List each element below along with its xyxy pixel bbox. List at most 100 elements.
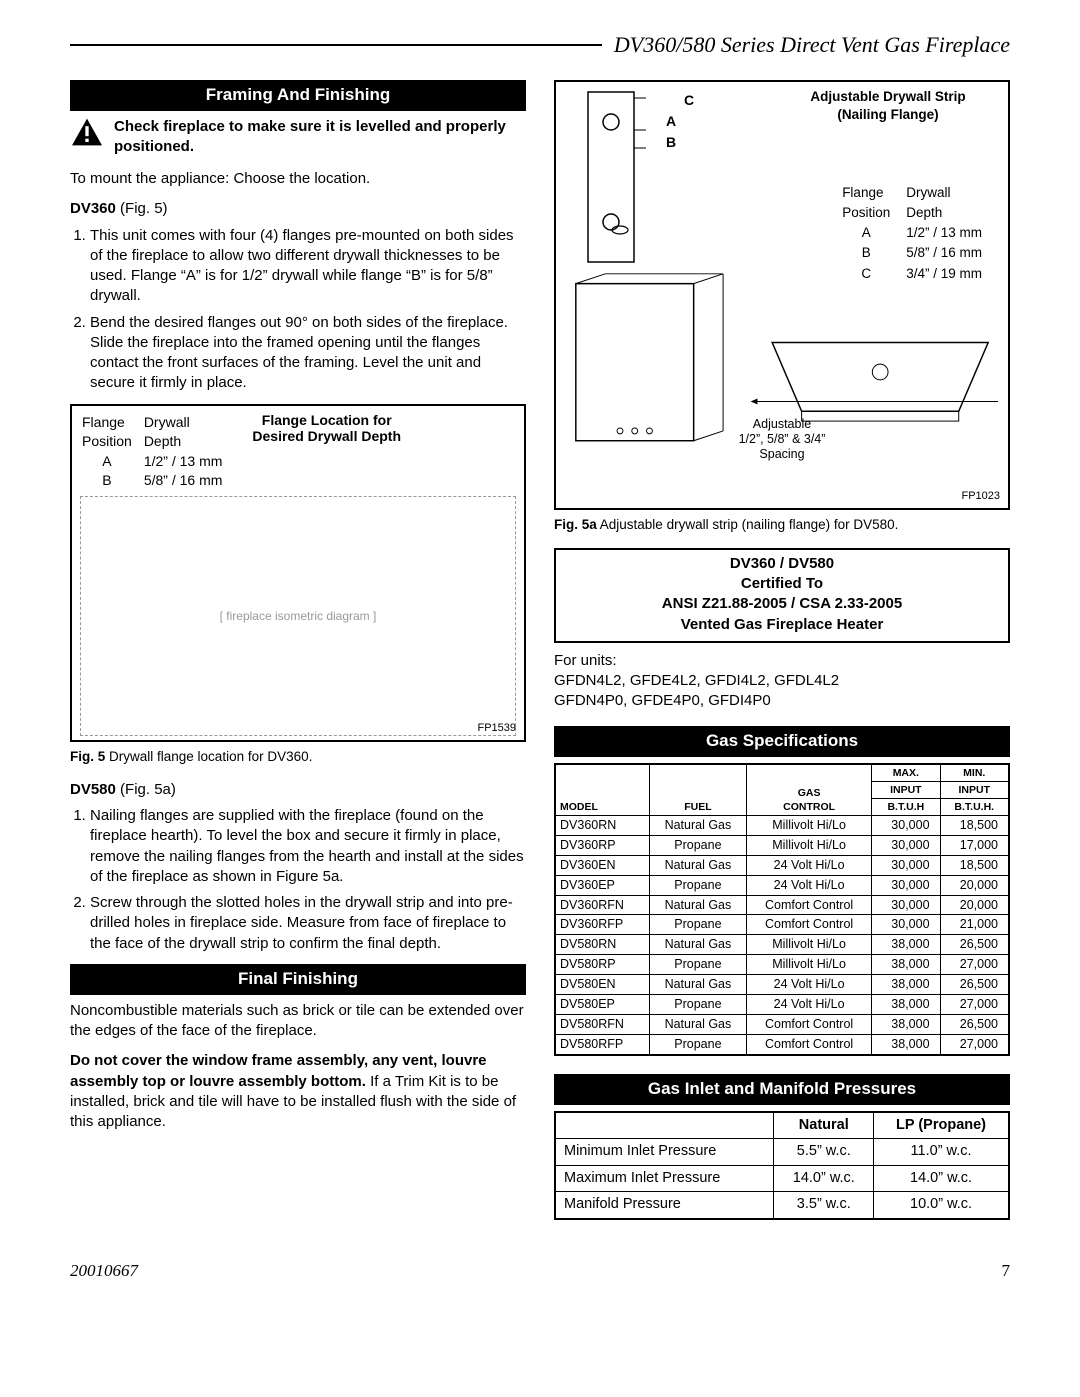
- flange-title: Flange Location for Desired Drywall Dept…: [252, 412, 401, 446]
- section-inlet-header: Gas Inlet and Manifold Pressures: [554, 1074, 1010, 1105]
- for-units-2: GFDN4P0, GFDE4P0, GFDI4P0: [554, 691, 1010, 711]
- doc-number: 20010667: [70, 1260, 138, 1283]
- section-framing-header: Framing And Finishing: [70, 80, 526, 111]
- fr-r2c2: 5/8” / 16 mm: [906, 244, 996, 262]
- dv360-steps: This unit comes with four (4) flanges pr…: [70, 226, 526, 394]
- spec-fuel: Propane: [649, 835, 746, 855]
- fig5-box: FlangeDrywall PositionDepth A1/2” / 13 m…: [70, 404, 526, 742]
- spec-model: DV580RFN: [556, 1014, 650, 1034]
- spec-model: DV580RP: [556, 955, 650, 975]
- spec-min: 20,000: [940, 875, 1008, 895]
- spec-min: 20,000: [940, 895, 1008, 915]
- spec-min: 26,500: [940, 975, 1008, 995]
- fl-r1c2: 1/2” / 13 mm: [144, 453, 233, 471]
- spec-row: DV580RFPPropaneComfort Control38,00027,0…: [556, 1034, 1009, 1054]
- spec-max: 38,000: [872, 955, 940, 975]
- spec-control: 24 Volt Hi/Lo: [747, 994, 872, 1014]
- for-units-block: For units: GFDN4L2, GFDE4L2, GFDI4L2, GF…: [554, 651, 1010, 712]
- spec-max: 30,000: [872, 816, 940, 836]
- label-b: B: [666, 132, 676, 153]
- fl-r1c1: A: [82, 453, 142, 471]
- spec-min: 26,500: [940, 1014, 1008, 1034]
- ph-lp: LP (Propane): [874, 1112, 1009, 1139]
- spec-row: DV360RNNatural GasMillivolt Hi/Lo30,0001…: [556, 816, 1009, 836]
- fig5a-cap-t: Adjustable drywall strip (nailing flange…: [597, 517, 899, 532]
- press-row: Maximum Inlet Pressure14.0” w.c.14.0” w.…: [555, 1165, 1009, 1192]
- spec-control: 24 Volt Hi/Lo: [747, 875, 872, 895]
- spec-min: 26,500: [940, 935, 1008, 955]
- fr-h4: Depth: [906, 204, 996, 222]
- spec-max: 30,000: [872, 895, 940, 915]
- certification-box: DV360 / DV580 Certified To ANSI Z21.88-2…: [554, 548, 1010, 643]
- spec-row: DV580RNNatural GasMillivolt Hi/Lo38,0002…: [556, 935, 1009, 955]
- spec-row: DV360EPPropane24 Volt Hi/Lo30,00020,000: [556, 875, 1009, 895]
- spec-max: 38,000: [872, 975, 940, 995]
- spec-max: 38,000: [872, 994, 940, 1014]
- dv580-step-2: Screw through the slotted holes in the d…: [90, 893, 526, 954]
- fig5-cap-t: Drywall flange location for DV360.: [105, 749, 312, 764]
- press-row: Minimum Inlet Pressure5.5” w.c.11.0” w.c…: [555, 1139, 1009, 1166]
- spec-model: DV580EP: [556, 994, 650, 1014]
- ph-blank: [555, 1112, 774, 1139]
- page-footer: 20010667 7: [70, 1260, 1010, 1283]
- spec-control: Millivolt Hi/Lo: [747, 955, 872, 975]
- cert-l3: ANSI Z21.88-2005 / CSA 2.33-2005: [556, 594, 1008, 614]
- adj-strip-title: Adjustable Drywall Strip (Nailing Flange…: [778, 88, 998, 124]
- spec-fuel: Propane: [649, 994, 746, 1014]
- spec-fuel: Natural Gas: [649, 975, 746, 995]
- final-p2: Do not cover the window frame assembly, …: [70, 1051, 526, 1132]
- spec-control: Comfort Control: [747, 1014, 872, 1034]
- dv360-label: DV360: [70, 200, 116, 217]
- spec-fuel: Natural Gas: [649, 935, 746, 955]
- th-gas: Gas: [751, 786, 867, 800]
- pressure-table: Natural LP (Propane) Minimum Inlet Press…: [554, 1111, 1010, 1220]
- th-max: Max.: [872, 764, 940, 781]
- spec-max: 30,000: [872, 855, 940, 875]
- spec-row: DV580EPPropane24 Volt Hi/Lo38,00027,000: [556, 994, 1009, 1014]
- fig5-caption: Fig. 5 Drywall flange location for DV360…: [70, 748, 526, 766]
- cert-l1: DV360 / DV580: [556, 554, 1008, 574]
- warning-text: Check fireplace to make sure it is level…: [114, 117, 526, 158]
- section-final-header: Final Finishing: [70, 964, 526, 995]
- fig5-cap-b: Fig. 5: [70, 749, 105, 764]
- section-gasspec-header: Gas Specifications: [554, 726, 1010, 757]
- th-input1: Input: [872, 781, 940, 798]
- spec-model: DV360EP: [556, 875, 650, 895]
- ph-nat: Natural: [774, 1112, 874, 1139]
- spec-row: DV360RFPPropaneComfort Control30,00021,0…: [556, 915, 1009, 935]
- product-series-title: DV360/580 Series Direct Vent Gas Firepla…: [602, 30, 1010, 60]
- gas-spec-table-wrap: Model Fuel Gas Control Max. Min. Input I…: [554, 763, 1010, 1056]
- press-tbody: Minimum Inlet Pressure5.5” w.c.11.0” w.c…: [555, 1139, 1009, 1219]
- fl-h4: Depth: [144, 433, 233, 451]
- th-fuel: Fuel: [649, 764, 746, 816]
- th-input2: Input: [940, 781, 1008, 798]
- adjustable-spacing-note: Adjustable 1/2”, 5/8” & 3/4” Spacing: [739, 417, 826, 462]
- spec-row: DV580RPPropaneMillivolt Hi/Lo38,00027,00…: [556, 955, 1009, 975]
- page-number: 7: [1002, 1260, 1011, 1283]
- press-lp: 11.0” w.c.: [874, 1139, 1009, 1166]
- spec-fuel: Propane: [649, 915, 746, 935]
- press-lp: 10.0” w.c.: [874, 1192, 1009, 1219]
- abc-labels: C A B: [666, 90, 676, 153]
- th-gascontrol: Gas Control: [747, 764, 872, 816]
- spec-control: Comfort Control: [747, 915, 872, 935]
- press-nat: 5.5” w.c.: [774, 1139, 874, 1166]
- cert-l2: Certified To: [556, 574, 1008, 594]
- left-column: Framing And Finishing Check fireplace to…: [70, 80, 526, 1220]
- fr-h1: Flange: [842, 184, 904, 202]
- spec-model: DV360RFP: [556, 915, 650, 935]
- spec-max: 30,000: [872, 835, 940, 855]
- spec-model: DV580RN: [556, 935, 650, 955]
- fr-h3: Position: [842, 204, 904, 222]
- fl-h2: Drywall: [144, 414, 233, 432]
- header-rule-line: [70, 44, 602, 46]
- th-min: Min.: [940, 764, 1008, 781]
- press-nat: 3.5” w.c.: [774, 1192, 874, 1219]
- flange-table-left: FlangeDrywall PositionDepth A1/2” / 13 m…: [80, 412, 234, 492]
- gas-spec-table: Model Fuel Gas Control Max. Min. Input I…: [555, 764, 1009, 1055]
- spec-model: DV580RFP: [556, 1034, 650, 1054]
- fig5a-box: Adjustable Drywall Strip (Nailing Flange…: [554, 80, 1010, 510]
- press-row: Manifold Pressure3.5” w.c.10.0” w.c.: [555, 1192, 1009, 1219]
- spec-fuel: Natural Gas: [649, 816, 746, 836]
- dv360-heading: DV360 (Fig. 5): [70, 199, 526, 219]
